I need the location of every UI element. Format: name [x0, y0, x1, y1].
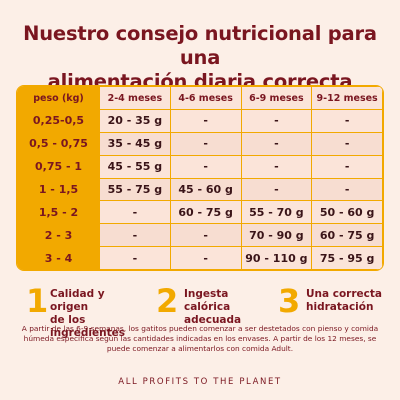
header-weight: peso (kg) — [17, 86, 100, 110]
amount-cell: 45 - 55 g — [99, 154, 171, 179]
benefit-line: Ingesta calórica — [184, 288, 231, 313]
amount-cell: 60 - 75 g — [311, 223, 383, 248]
amount-cell: - — [99, 223, 171, 248]
feeding-table: peso (kg) 2-4 meses 4-6 meses 6-9 meses … — [16, 85, 384, 271]
amount-cell: - — [99, 246, 171, 270]
weight-cell: 0,25-0,5 — [17, 109, 100, 133]
amount-cell: - — [169, 246, 242, 270]
benefit-number: 3 — [278, 282, 301, 320]
benefit-line: Calidad y origen — [50, 288, 105, 313]
benefit-item-2: 2 Ingesta calórica adecuada — [156, 284, 266, 326]
weight-cell: 0,75 - 1 — [17, 154, 100, 179]
amount-cell: 55 - 70 g — [240, 200, 313, 225]
amount-cell: 60 - 75 g — [169, 200, 242, 225]
amount-cell: - — [169, 131, 242, 156]
weight-cell: 1,5 - 2 — [17, 200, 100, 225]
benefits-list: 1 Calidad y origen de los ingredientes 2… — [16, 284, 384, 339]
amount-cell: 20 - 35 g — [99, 109, 171, 133]
title-line-1: Nuestro consejo nutricional para una — [23, 22, 377, 69]
amount-cell: - — [169, 154, 242, 179]
amount-cell: 90 - 110 g — [240, 246, 313, 270]
benefit-line: hidratación — [306, 301, 374, 313]
amount-cell: 45 - 60 g — [169, 177, 242, 202]
table-row: 0,25-0,5 20 - 35 g - - - — [17, 109, 383, 133]
amount-cell: 75 - 95 g — [311, 246, 383, 270]
amount-cell: - — [311, 131, 383, 156]
weight-cell: 1 - 1,5 — [17, 177, 100, 202]
header-4-6-months: 4-6 meses — [169, 86, 242, 110]
table-row: 0,75 - 1 45 - 55 g - - - — [17, 154, 383, 179]
table-row: 3 - 4 - - 90 - 110 g 75 - 95 g — [17, 246, 383, 270]
amount-cell: 70 - 90 g — [240, 223, 313, 248]
amount-cell: 55 - 75 g — [99, 177, 171, 202]
amount-cell: - — [311, 109, 383, 133]
feeding-table-grid: peso (kg) 2-4 meses 4-6 meses 6-9 meses … — [17, 86, 383, 270]
table-row: 2 - 3 - - 70 - 90 g 60 - 75 g — [17, 223, 383, 248]
feeding-note: A partir de las 6-9 semanas, los gatitos… — [21, 324, 379, 353]
amount-cell: - — [311, 154, 383, 179]
table-header-row: peso (kg) 2-4 meses 4-6 meses 6-9 meses … — [17, 86, 383, 110]
benefit-item-3: 3 Una correcta hidratación — [278, 284, 384, 318]
benefit-text: Una correcta hidratación — [306, 288, 382, 314]
amount-cell: - — [169, 109, 242, 133]
table-row: 1 - 1,5 55 - 75 g 45 - 60 g - - — [17, 177, 383, 202]
amount-cell: - — [240, 131, 313, 156]
amount-cell: - — [311, 177, 383, 202]
benefit-text: Calidad y origen de los ingredientes — [50, 288, 146, 340]
table-row: 1,5 - 2 - 60 - 75 g 55 - 70 g 50 - 60 g — [17, 200, 383, 225]
weight-cell: 2 - 3 — [17, 223, 100, 248]
amount-cell: - — [240, 154, 313, 179]
weight-cell: 0,5 - 0,75 — [17, 131, 100, 156]
amount-cell: 50 - 60 g — [311, 200, 383, 225]
benefit-line: de los ingredientes — [50, 314, 125, 339]
amount-cell: - — [240, 177, 313, 202]
benefit-line: adecuada — [184, 314, 242, 326]
header-6-9-months: 6-9 meses — [240, 86, 313, 110]
page-title: Nuestro consejo nutricional para una ali… — [0, 22, 400, 94]
benefit-text: Ingesta calórica adecuada — [184, 288, 266, 327]
benefit-number: 2 — [156, 282, 179, 320]
header-2-4-months: 2-4 meses — [99, 86, 171, 110]
weight-cell: 3 - 4 — [17, 246, 100, 270]
benefit-line: Una correcta — [306, 288, 382, 300]
table-row: 0,5 - 0,75 35 - 45 g - - - — [17, 131, 383, 156]
amount-cell: - — [99, 200, 171, 225]
amount-cell: 35 - 45 g — [99, 131, 171, 156]
header-9-12-months: 9-12 meses — [311, 86, 383, 110]
benefit-number: 1 — [26, 282, 49, 320]
amount-cell: - — [240, 109, 313, 133]
benefit-item-1: 1 Calidad y origen de los ingredientes — [26, 284, 146, 339]
amount-cell: - — [169, 223, 242, 248]
footer-tagline: ALL PROFITS TO THE PLANET — [118, 377, 282, 387]
